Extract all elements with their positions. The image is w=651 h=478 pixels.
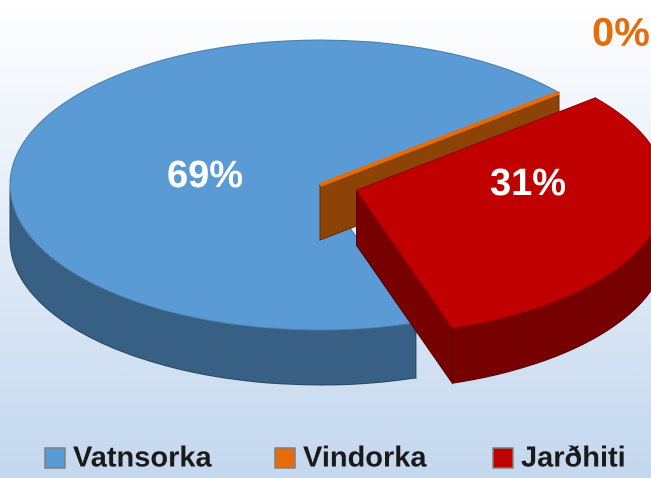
- legend-swatch: [492, 447, 514, 469]
- slice: [9, 39, 561, 331]
- legend-swatch: [274, 447, 296, 469]
- data-label: 69%: [167, 154, 243, 196]
- labels: 69% 0% 31%: [167, 11, 650, 204]
- slice: [355, 97, 651, 329]
- legend-label: Jarðhiti: [521, 442, 626, 474]
- pie: [9, 39, 651, 386]
- legend-swatch: [44, 447, 66, 469]
- legend-label: Vindorka: [303, 442, 427, 474]
- data-label: 31%: [490, 162, 566, 204]
- slice: [319, 90, 560, 187]
- legend-label: Vatnsorka: [73, 442, 212, 474]
- legend: Vatnsorka Vindorka Jarðhiti: [44, 442, 626, 474]
- data-label: 0%: [592, 11, 650, 55]
